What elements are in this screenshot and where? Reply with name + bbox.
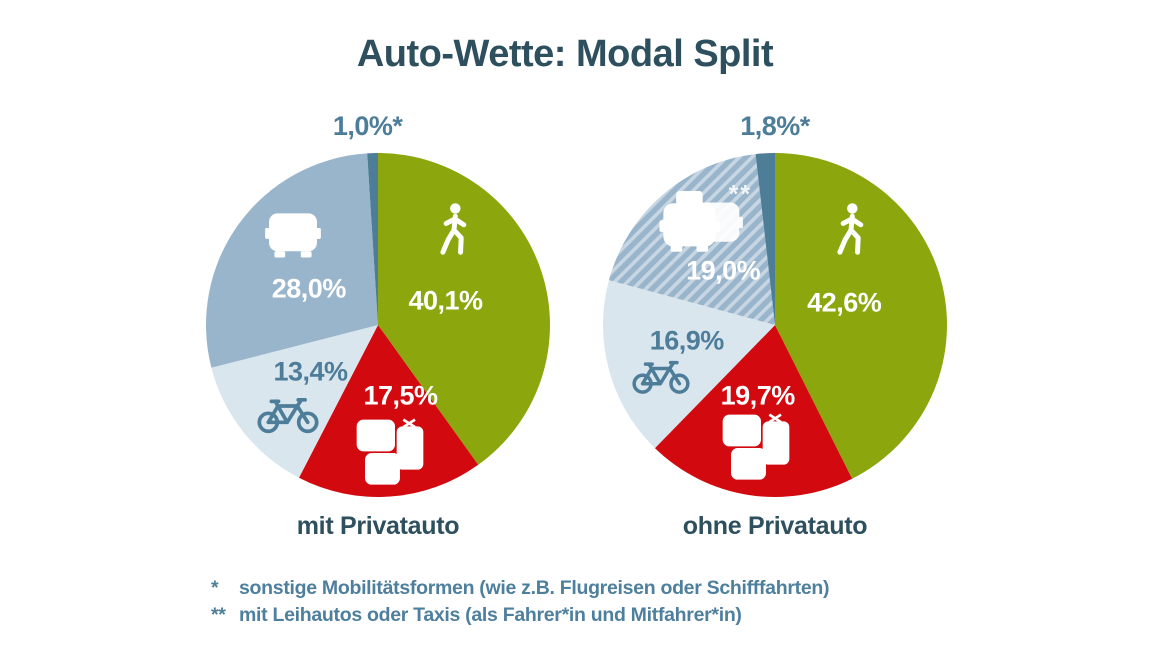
pie-block-ohne-privatauto: 1,8%* 42,6% 19,7% 16,9% 19,0% ** ohne Privat… [602, 111, 948, 540]
pie-svg [602, 153, 947, 497]
footnote-marker: * [211, 577, 219, 599]
page-title: Auto-Wette: Modal Split [356, 33, 774, 75]
pie-chart-mit-privatauto: 40,1% 17,5% 13,4% 28,0% [205, 152, 551, 498]
pie-caption-ohne-privatauto: ohne Privatauto [682, 512, 868, 540]
other-slice-callout: 1,8%* [740, 111, 810, 141]
pie-slice-pnv [298, 325, 479, 497]
footnote-leihautos: ** mit Leihautos oder Taxis (als Fahrer*… [211, 602, 829, 629]
footnote-marker: ** [211, 604, 226, 626]
slice-label-leihauto-taxi: 19,0% [686, 255, 761, 286]
pie-slice-zu-fu [378, 153, 550, 465]
footnote-text: mit Leihautos oder Taxis (als Fahrer*in … [239, 604, 742, 626]
slice-label-zu-fu: 40,1% [408, 285, 483, 316]
slice-label-zu-fu: 42,6% [807, 287, 882, 317]
slice-annotation-leihauto-taxi: ** [728, 180, 753, 209]
pedestrian-icon [437, 201, 471, 259]
car-icon [265, 211, 321, 259]
pie-block-mit-privatauto: 1,0%* 40,1% 17,5% 13,4% 28,0% mit Privataut… [205, 111, 551, 540]
footnote-sonstige: * sonstige Mobilitätsformen (wie z.B. Fl… [211, 575, 829, 602]
slice-label-fahrrad: 13,4% [273, 356, 348, 387]
other-slice-callout: 1,0%* [332, 111, 403, 141]
pie-slice-sonstige [367, 153, 378, 325]
transit-icon [720, 413, 792, 483]
pie-caption-mit-privatauto: mit Privatauto [296, 512, 460, 540]
slice-label-pnv: 19,7% [720, 380, 796, 411]
pie-chart-ohne-privatauto: 42,6% 19,7% 16,9% 19,0% ** [602, 152, 948, 498]
footnote-text: sonstige Mobilitätsformen (wie z.B. Flug… [239, 577, 830, 599]
bicycle-icon [632, 355, 690, 395]
footnotes: * sonstige Mobilitätsformen (wie z.B. Fl… [211, 575, 829, 629]
pedestrian-icon [834, 201, 868, 259]
slice-label-privatauto: 28,0% [271, 273, 347, 304]
pie-slice-privatauto [205, 153, 378, 368]
pie-slice-zu-fu [775, 153, 947, 479]
slice-label-fahrrad: 16,9% [649, 325, 725, 356]
pie-slice-sonstige [755, 153, 775, 325]
pie-slice-fahrrad [602, 280, 775, 449]
slice-label-pnv: 17,5% [363, 380, 438, 411]
transit-icon [354, 418, 426, 488]
bicycle-icon [257, 392, 319, 434]
pie-slice-pnv [654, 325, 853, 497]
pie-slice-fahrrad [211, 325, 378, 478]
pie-svg [205, 153, 550, 497]
